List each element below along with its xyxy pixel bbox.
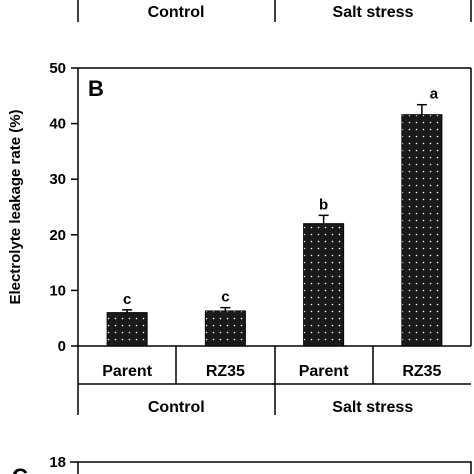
bar (106, 312, 148, 347)
panel-label-c: C (12, 464, 28, 474)
top-fragment: Control Salt stress (77, 0, 472, 22)
significance-letter: c (221, 289, 229, 306)
x-category-label: RZ35 (206, 363, 245, 380)
y-axis-label: Electrolyte leakage rate (%) (7, 109, 24, 304)
top-fragment-salt-label: Salt stress (333, 4, 414, 21)
y-tick-label: 50 (49, 60, 66, 77)
significance-letter: b (319, 196, 328, 213)
y-tick-label: 30 (49, 171, 66, 188)
bottom-fragment-ytick-label: 18 (49, 454, 66, 471)
panel-label-b: B (88, 76, 104, 101)
x-group-label: Control (148, 399, 205, 416)
significance-letter: a (430, 86, 439, 103)
x-category-label: Parent (299, 363, 349, 380)
y-tick-label: 0 (58, 338, 66, 355)
significance-letter: c (123, 291, 131, 308)
x-category-labels: Parent RZ35 Parent RZ35 (102, 363, 441, 380)
x-category-label: Parent (102, 363, 152, 380)
bottom-fragment: 18 C (12, 454, 472, 474)
bar (204, 310, 246, 347)
bottom-fragment-frame (77, 461, 472, 474)
x-group-labels: Control Salt stress (148, 399, 414, 416)
top-fragment-control-label: Control (148, 4, 205, 21)
x-group-label: Salt stress (332, 399, 413, 416)
y-tick-label: 20 (49, 227, 66, 244)
panel-b: B Electrolyte leakage rate (%) 0 10 20 30 40… (7, 60, 472, 416)
y-ticks: 0 10 20 30 40 50 (49, 60, 78, 355)
x-category-label: RZ35 (402, 363, 441, 380)
bar (303, 223, 345, 347)
bars: c c b a (106, 86, 443, 347)
y-tick-label: 10 (49, 282, 66, 299)
bar (401, 114, 443, 347)
y-tick-label: 40 (49, 116, 66, 133)
